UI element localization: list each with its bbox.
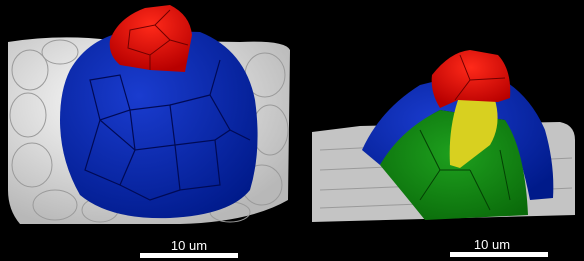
red-cells bbox=[432, 50, 511, 108]
scale-bar bbox=[450, 252, 548, 257]
red-cells bbox=[110, 5, 192, 72]
left-panel: 10 um bbox=[8, 5, 290, 258]
scale-label: 10 um bbox=[474, 237, 510, 252]
scale-label: 10 um bbox=[171, 238, 207, 253]
scale-bar bbox=[140, 253, 238, 258]
micrograph: 10 um 10 um bbox=[0, 0, 584, 261]
right-panel: 10 um bbox=[312, 50, 575, 257]
